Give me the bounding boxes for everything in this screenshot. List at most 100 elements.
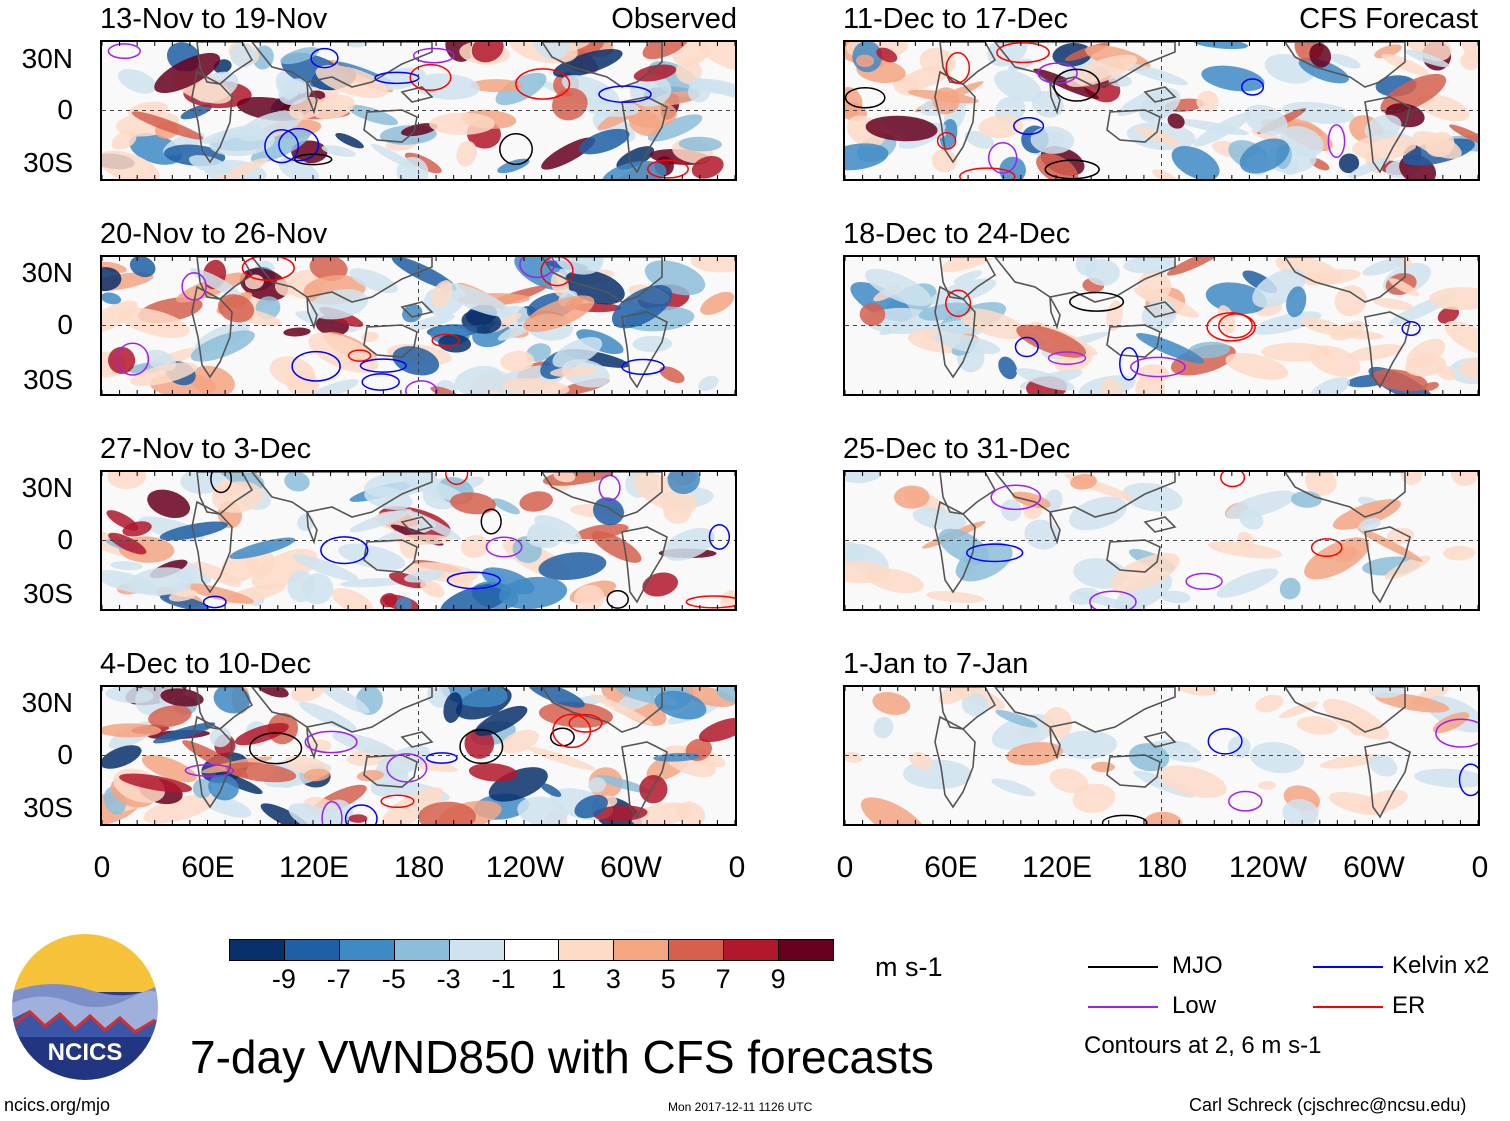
wind-anomaly-patch bbox=[349, 268, 398, 294]
wind-anomaly-patch bbox=[1012, 491, 1051, 509]
panel-title-obs-3: 27-Nov to 3-Dec bbox=[100, 433, 312, 465]
coastline bbox=[1049, 726, 1061, 760]
coastline bbox=[250, 472, 433, 518]
wave-contour bbox=[990, 484, 1042, 511]
wind-anomaly-patch bbox=[102, 292, 122, 305]
wind-anomaly-patch bbox=[938, 687, 989, 705]
wave-contour bbox=[202, 595, 227, 609]
wind-anomaly-patch bbox=[1282, 101, 1355, 124]
wind-anomaly-patch bbox=[1309, 43, 1332, 68]
wind-anomaly-patch bbox=[450, 492, 496, 515]
wind-anomaly-patch bbox=[845, 560, 891, 584]
coastline bbox=[939, 257, 997, 300]
wind-anomaly-patch bbox=[995, 709, 1038, 728]
wind-anomaly-patch bbox=[110, 561, 143, 571]
coastline bbox=[1143, 86, 1177, 103]
colorbar-units: m s-1 bbox=[875, 952, 943, 982]
wind-anomaly-patch bbox=[1085, 259, 1120, 286]
wind-anomaly-patch bbox=[1187, 341, 1231, 359]
lon-label-right-60e: 60E bbox=[924, 851, 978, 884]
wave-contour bbox=[685, 595, 735, 609]
coastline bbox=[1364, 96, 1411, 174]
wind-anomaly-patch bbox=[551, 87, 588, 121]
wind-anomaly-patch bbox=[1298, 57, 1349, 84]
coastline bbox=[363, 324, 418, 358]
wind-anomaly-patch bbox=[865, 268, 932, 307]
wind-anomaly-patch bbox=[552, 337, 603, 368]
wind-anomaly-patch bbox=[209, 128, 275, 157]
wind-anomaly-patch bbox=[1261, 342, 1331, 362]
wind-anomaly-patch bbox=[1134, 126, 1182, 146]
wind-anomaly-patch bbox=[308, 379, 359, 394]
colorbar-swatch bbox=[558, 939, 615, 961]
wind-anomaly-patch bbox=[632, 335, 673, 353]
wind-anomaly-patch bbox=[321, 145, 356, 157]
wind-anomaly-patch bbox=[418, 801, 476, 824]
wind-anomaly-patch bbox=[159, 521, 228, 541]
coastline bbox=[934, 715, 976, 809]
wind-anomaly-patch bbox=[865, 115, 938, 142]
wind-anomaly-patch bbox=[308, 332, 379, 373]
wind-anomaly-patch bbox=[991, 778, 1036, 797]
wind-anomaly-patch bbox=[595, 774, 651, 794]
wind-anomaly-patch bbox=[1404, 354, 1447, 377]
wind-anomaly-patch bbox=[440, 282, 511, 317]
wind-anomaly-patch bbox=[348, 814, 368, 823]
coastline bbox=[191, 500, 233, 594]
lat-label-eq-2: 0 bbox=[57, 309, 73, 340]
lat-label-30n-1: 30N bbox=[21, 43, 73, 74]
wind-anomaly-patch bbox=[994, 69, 1042, 102]
coastline bbox=[191, 285, 233, 379]
wave-contour bbox=[1207, 727, 1243, 755]
wind-anomaly-patch bbox=[1334, 285, 1367, 317]
wave-contour bbox=[945, 289, 972, 318]
wind-anomaly-patch bbox=[183, 583, 254, 604]
wind-anomaly-patch bbox=[1101, 377, 1123, 394]
wind-anomaly-patch bbox=[999, 156, 1026, 179]
coastline bbox=[306, 296, 318, 330]
wind-anomaly-patch bbox=[311, 94, 355, 120]
coastline bbox=[541, 42, 663, 88]
wind-anomaly-patch bbox=[454, 365, 504, 394]
wave-contour bbox=[1220, 472, 1246, 488]
lat-label-30s-4: 30S bbox=[23, 792, 73, 823]
wind-anomaly-patch bbox=[1400, 472, 1423, 486]
wave-contour bbox=[1130, 356, 1186, 378]
wind-anomaly-patch bbox=[335, 132, 364, 149]
wind-anomaly-patch bbox=[391, 257, 457, 291]
wind-anomaly-patch bbox=[933, 332, 1001, 355]
wind-anomaly-patch bbox=[1422, 382, 1439, 391]
wave-contour bbox=[431, 333, 461, 348]
wind-anomaly-patch bbox=[593, 805, 648, 822]
coastline bbox=[1106, 109, 1161, 143]
lat-label-30n-2: 30N bbox=[21, 257, 73, 288]
wind-anomaly-patch bbox=[1373, 298, 1414, 310]
ncics-logo-graphic: NCICS bbox=[10, 932, 160, 1082]
wave-contour bbox=[264, 129, 300, 164]
panel-tag-observed: Observed bbox=[611, 3, 737, 35]
wind-anomaly-patch bbox=[860, 797, 927, 824]
wind-anomaly-patch bbox=[1279, 577, 1301, 600]
wind-anomaly-patch bbox=[1160, 590, 1191, 604]
wind-anomaly-patch bbox=[959, 308, 1026, 340]
coastline bbox=[541, 687, 663, 733]
wave-contour bbox=[966, 543, 1024, 563]
wind-anomaly-patch bbox=[143, 794, 215, 824]
wind-anomaly-patch bbox=[538, 552, 607, 581]
wind-anomaly-patch bbox=[129, 257, 156, 278]
wind-anomaly-patch bbox=[1348, 344, 1404, 361]
wind-anomaly-patch bbox=[475, 705, 528, 736]
wind-anomaly-patch bbox=[468, 763, 518, 782]
wind-anomaly-patch bbox=[633, 64, 677, 82]
wind-anomaly-patch bbox=[315, 64, 389, 99]
lon-label-left-120w: 120W bbox=[485, 851, 565, 884]
wind-anomaly-patch bbox=[288, 803, 355, 824]
wind-anomaly-patch bbox=[470, 79, 523, 93]
colorbar-tick-label: -1 bbox=[491, 964, 516, 994]
wind-anomaly-patch bbox=[1152, 169, 1178, 179]
coastline bbox=[1049, 81, 1061, 115]
wind-anomaly-patch bbox=[667, 472, 700, 495]
coastline bbox=[934, 70, 976, 164]
colorbar-tick-label: -9 bbox=[271, 964, 296, 994]
colorbar-tick-label: 5 bbox=[660, 964, 676, 994]
